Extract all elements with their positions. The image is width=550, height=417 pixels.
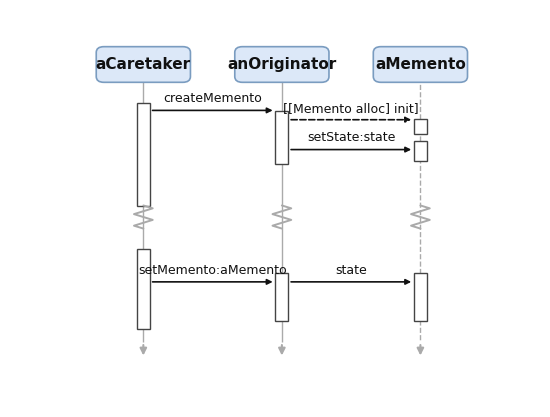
FancyBboxPatch shape	[96, 47, 190, 82]
FancyBboxPatch shape	[373, 47, 468, 82]
Bar	[276, 111, 288, 164]
Text: aCaretaker: aCaretaker	[96, 57, 191, 72]
Text: setMemento:aMemento: setMemento:aMemento	[138, 264, 287, 277]
Text: createMemento: createMemento	[163, 92, 262, 105]
Bar	[414, 119, 427, 134]
Bar	[414, 273, 427, 322]
Bar	[137, 249, 150, 329]
Text: anOriginator: anOriginator	[227, 57, 337, 72]
Bar	[276, 273, 288, 322]
Text: [[Memento alloc] init]: [[Memento alloc] init]	[283, 102, 419, 115]
Text: setState:state: setState:state	[307, 131, 395, 144]
Text: state: state	[336, 264, 367, 277]
FancyBboxPatch shape	[235, 47, 329, 82]
Bar	[137, 103, 150, 206]
Bar	[414, 141, 427, 161]
Text: aMemento: aMemento	[375, 57, 466, 72]
